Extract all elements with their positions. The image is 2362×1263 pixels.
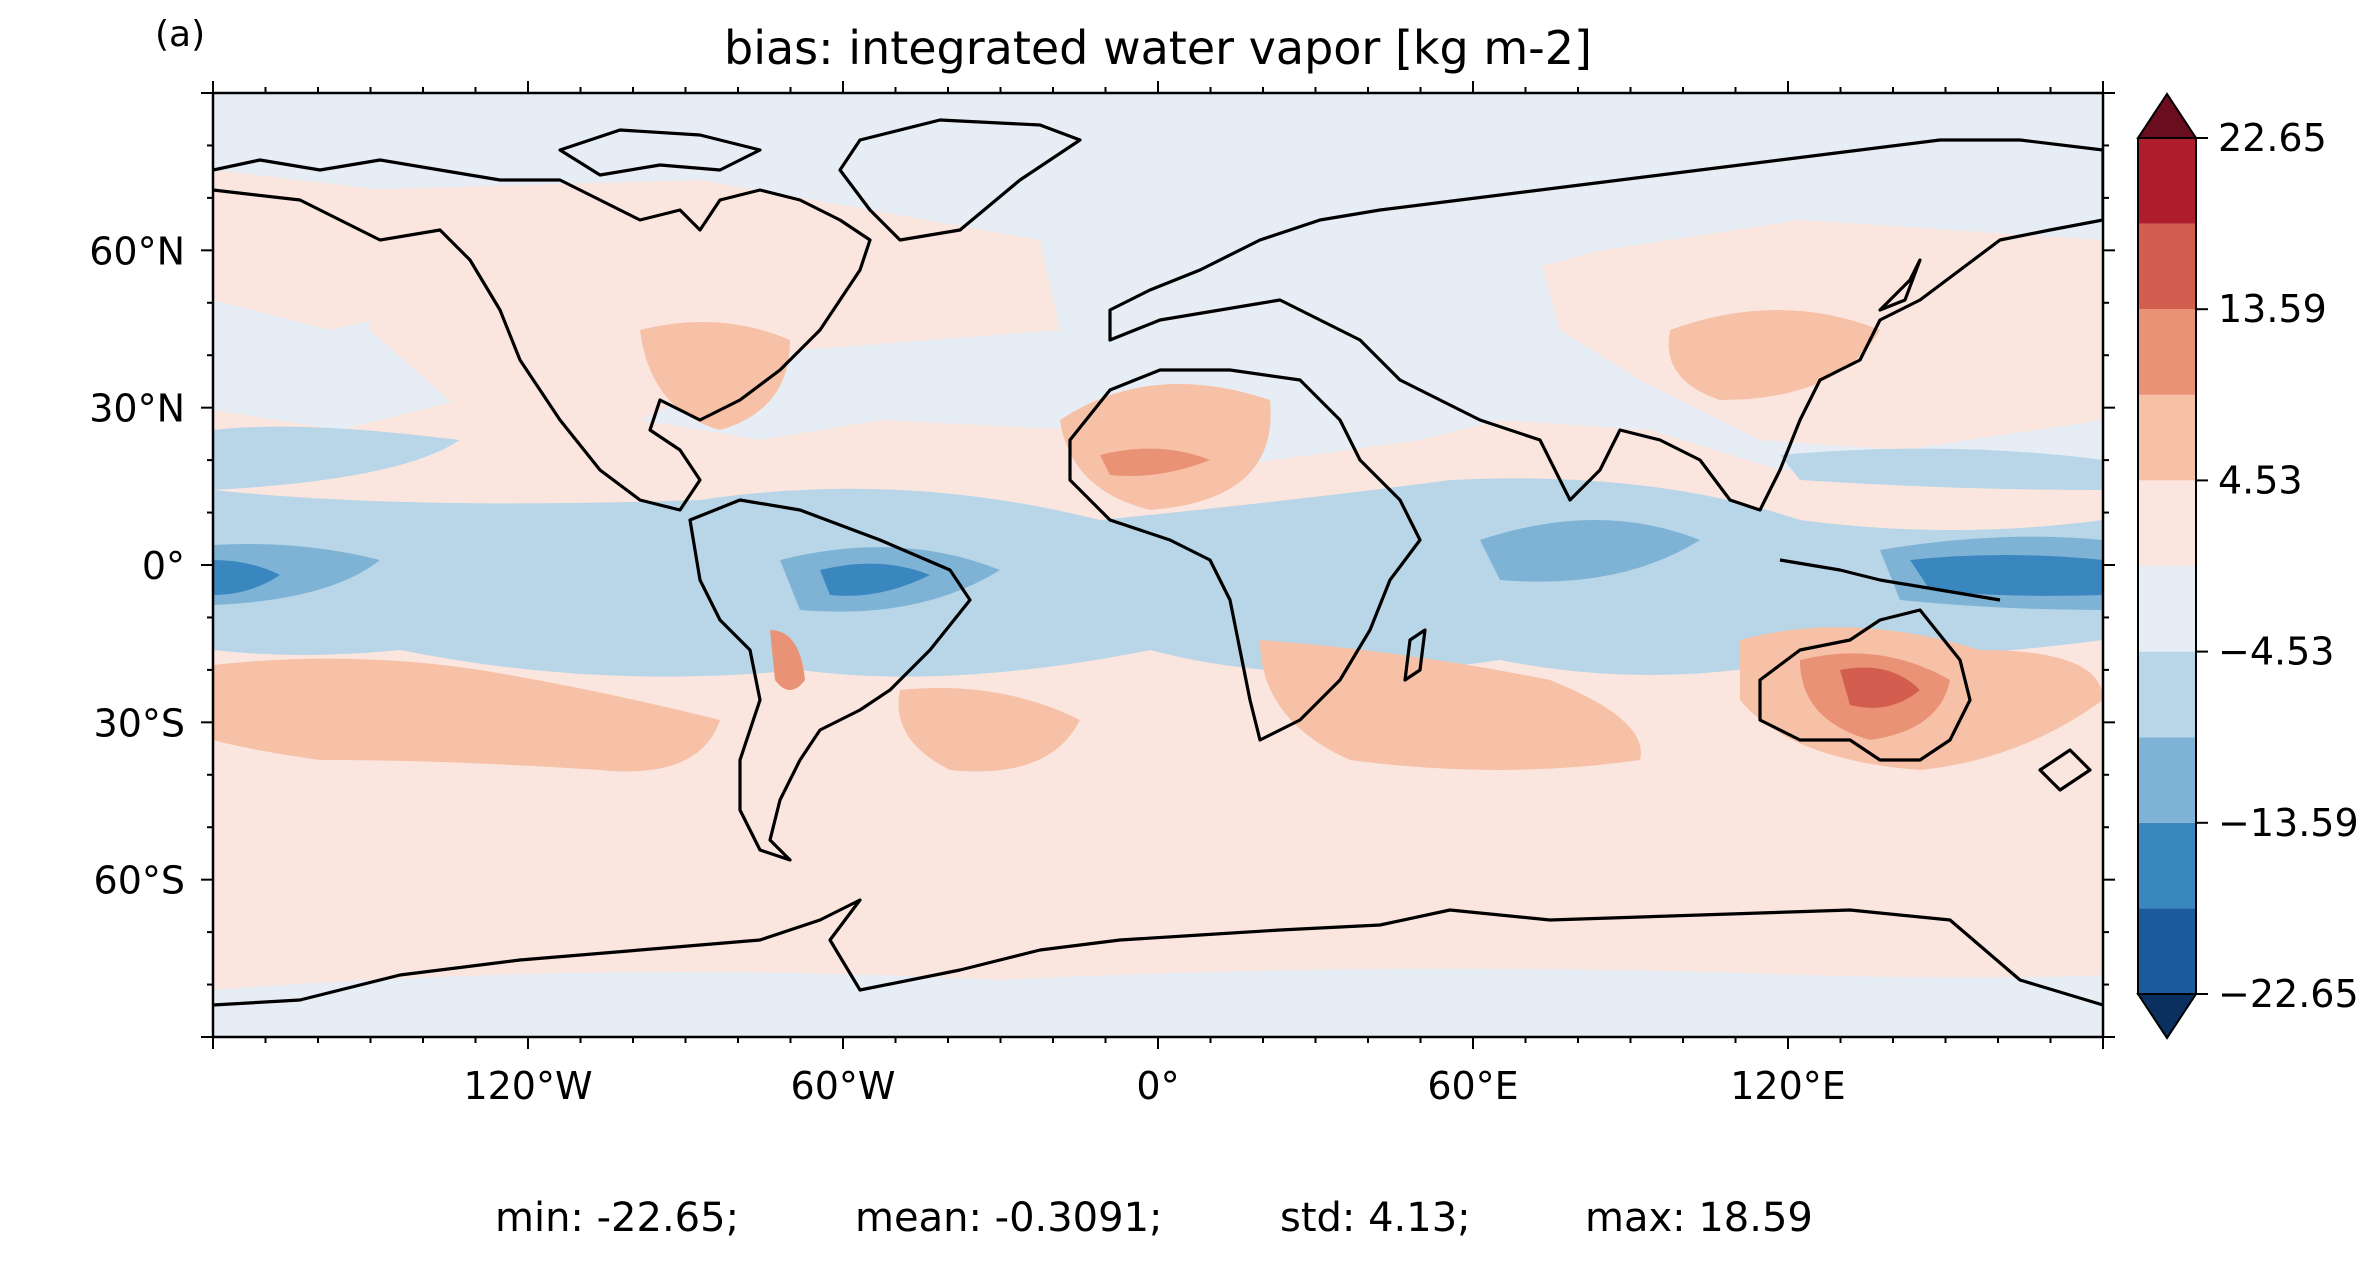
lon-tick-label: 120°W <box>463 1064 592 1108</box>
colorbar-segment <box>2138 223 2196 310</box>
colorbar-segment <box>2138 908 2196 994</box>
coast-north-america <box>213 158 872 512</box>
colorbar-segment <box>2138 566 2196 652</box>
colorbar-tick-label: −4.53 <box>2218 630 2334 674</box>
coast-antarctica <box>213 898 2103 1007</box>
longitude-ticks: 120°W 60°W 0° 60°E 120°E <box>212 81 2104 1108</box>
band-natlantic-blue <box>1780 448 2103 490</box>
band-epac-dark-blue <box>213 560 280 595</box>
coast-madagascar <box>1403 628 1427 682</box>
coast-australia <box>1758 608 1972 762</box>
map-title: bias: integrated water vapor [kg m-2] <box>724 21 1592 75</box>
colorbar-tick-label: 22.65 <box>2218 116 2327 160</box>
coast-africa <box>1068 368 1422 742</box>
panel-label: (a) <box>155 14 205 55</box>
coast-new-zealand <box>2038 748 2092 792</box>
coast-south-america <box>688 498 972 862</box>
band-amazon-dark-blue <box>820 563 930 596</box>
colorbar-frame <box>2137 137 2197 995</box>
stat-min: min: -22.65; <box>495 1195 740 1241</box>
lat-tick-label: 0° <box>142 544 185 588</box>
band-tropics-medium-blue <box>213 544 380 605</box>
lon-tick-label: 0° <box>1136 1064 1179 1108</box>
colorbar-segment <box>2138 394 2196 481</box>
stat-max: max: 18.59 <box>1585 1195 1813 1241</box>
colorbar-segment <box>2138 651 2196 738</box>
lat-tick-label: 60°N <box>89 229 185 273</box>
lat-tick-label: 30°N <box>89 387 185 431</box>
band-indian-medium-blue <box>1480 520 1700 582</box>
colorbar-segment <box>2138 138 2196 224</box>
lat-tick-label: 30°S <box>94 701 185 745</box>
band-npacific-blue <box>213 426 460 490</box>
colorbar-segment <box>2138 309 2196 395</box>
colorbar-tick-label: −22.65 <box>2218 972 2359 1016</box>
colorbar-tick-label: 13.59 <box>2218 287 2327 331</box>
coast-eurasia <box>1108 138 2103 512</box>
region-npacific-positive <box>213 170 470 330</box>
blob-sahara-core <box>1100 448 1210 476</box>
blob-south-atlantic <box>898 688 1080 772</box>
blob-australia-peak <box>1840 667 1920 708</box>
statistics-line: min: -22.65; mean: -0.3091; std: 4.13; m… <box>0 1195 2362 1255</box>
lon-tick-label: 60°E <box>1427 1064 1518 1108</box>
blob-usa <box>640 322 790 430</box>
bias-map <box>213 93 2103 1037</box>
colorbar-segment <box>2138 480 2196 566</box>
coast-indonesia <box>1779 558 2001 602</box>
lon-tick-label: 60°W <box>791 1064 896 1108</box>
stat-std: std: 4.13; <box>1280 1195 1471 1241</box>
coast-greenland <box>838 118 1082 242</box>
colorbar-segment <box>2138 737 2196 823</box>
colorbar: 22.65 13.59 4.53 −4.53 −13.59 −22.65 <box>2136 92 2359 1040</box>
lon-tick-label: 120°E <box>1730 1064 1846 1108</box>
blob-south-pacific <box>213 658 720 772</box>
stat-mean: mean: -0.3091; <box>855 1195 1163 1241</box>
latitude-ticks: 60°N 30°N 0° 30°S 60°S <box>89 92 2115 1038</box>
lat-tick-label: 60°S <box>94 859 185 903</box>
colorbar-tick-label: 4.53 <box>2218 458 2303 502</box>
blob-southern-ocean <box>213 968 2103 1037</box>
blob-south-indian <box>1260 640 1641 770</box>
colorbar-extend-bottom <box>2136 993 2198 1040</box>
band-westpac-dark-blue <box>1910 555 2103 596</box>
coastlines <box>213 118 2103 1007</box>
colorbar-tick-label: −13.59 <box>2218 801 2359 845</box>
coast-arctic-islands <box>558 128 762 177</box>
blob-sahara <box>1060 384 1271 510</box>
coast-japan <box>1878 258 1922 312</box>
blob-andes <box>770 630 805 690</box>
colorbar-segment <box>2138 822 2196 909</box>
colorbar-extend-top <box>2136 92 2198 139</box>
